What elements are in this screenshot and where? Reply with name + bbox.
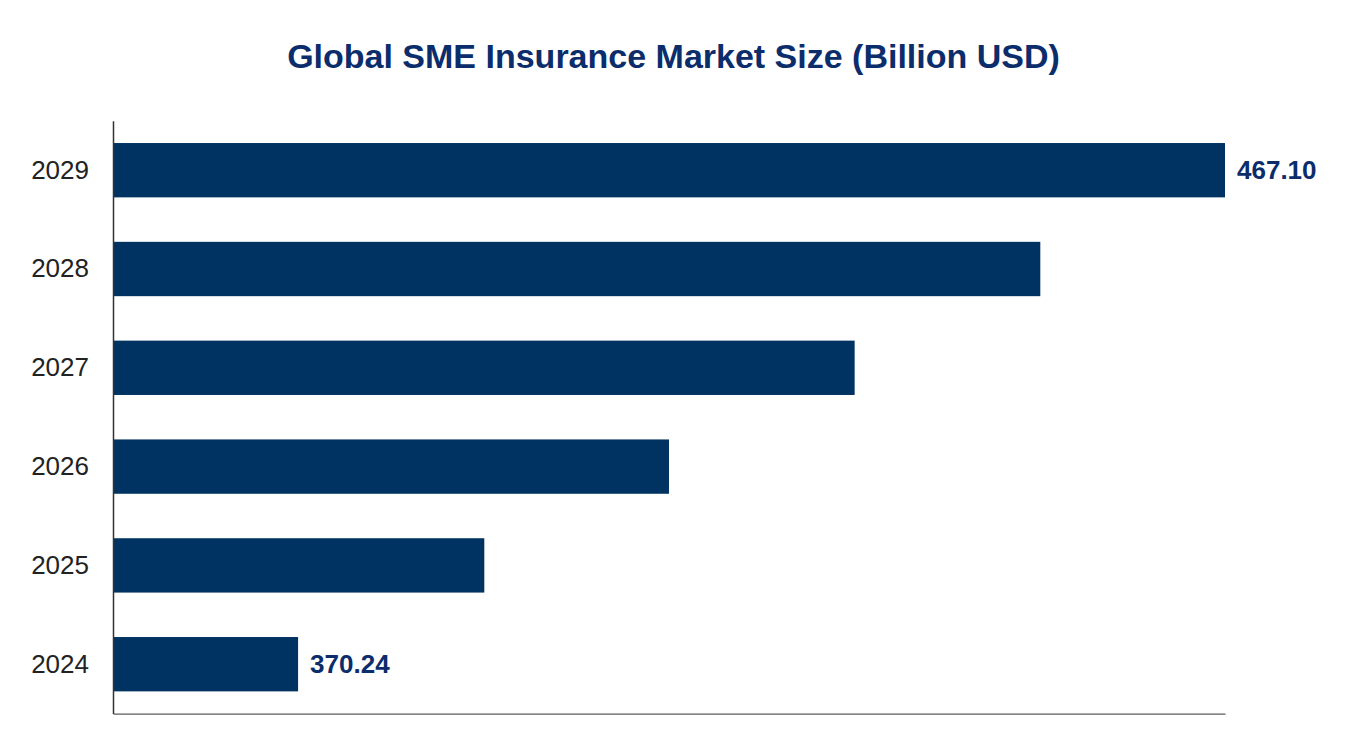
bar <box>113 242 1040 296</box>
tick: 2025 <box>31 550 113 580</box>
tick: 2024 <box>31 649 113 679</box>
tick: 2026 <box>31 451 113 481</box>
data-label: 370.24 <box>310 649 390 679</box>
title: Global SME Insurance Market Size (Billio… <box>287 37 1060 75</box>
bar <box>113 637 298 691</box>
tick-label: 2029 <box>31 155 89 185</box>
data-labels: 370.24 467.10 <box>310 155 1316 679</box>
tick-label: 2024 <box>31 649 89 679</box>
y-axis: 2029 2028 2027 2026 2025 2024 <box>31 121 113 714</box>
bar <box>113 538 484 592</box>
bars <box>113 143 1225 691</box>
tick: 2029 <box>31 155 113 185</box>
tick: 2028 <box>31 253 113 283</box>
axis-line <box>114 714 1226 715</box>
bar <box>113 341 855 395</box>
chart: Global SME Insurance Market Size (Billio… <box>0 0 1347 734</box>
tick-label: 2028 <box>31 253 89 283</box>
tick-label: 2026 <box>31 451 89 481</box>
tick-label: 2025 <box>31 550 89 580</box>
tick-label: 2027 <box>31 352 89 382</box>
axis-line <box>113 121 115 714</box>
tick: 2027 <box>31 352 113 382</box>
bar <box>113 439 669 493</box>
data-label: 467.10 <box>1237 155 1317 185</box>
x-axis <box>114 714 1226 715</box>
bar <box>113 143 1225 197</box>
